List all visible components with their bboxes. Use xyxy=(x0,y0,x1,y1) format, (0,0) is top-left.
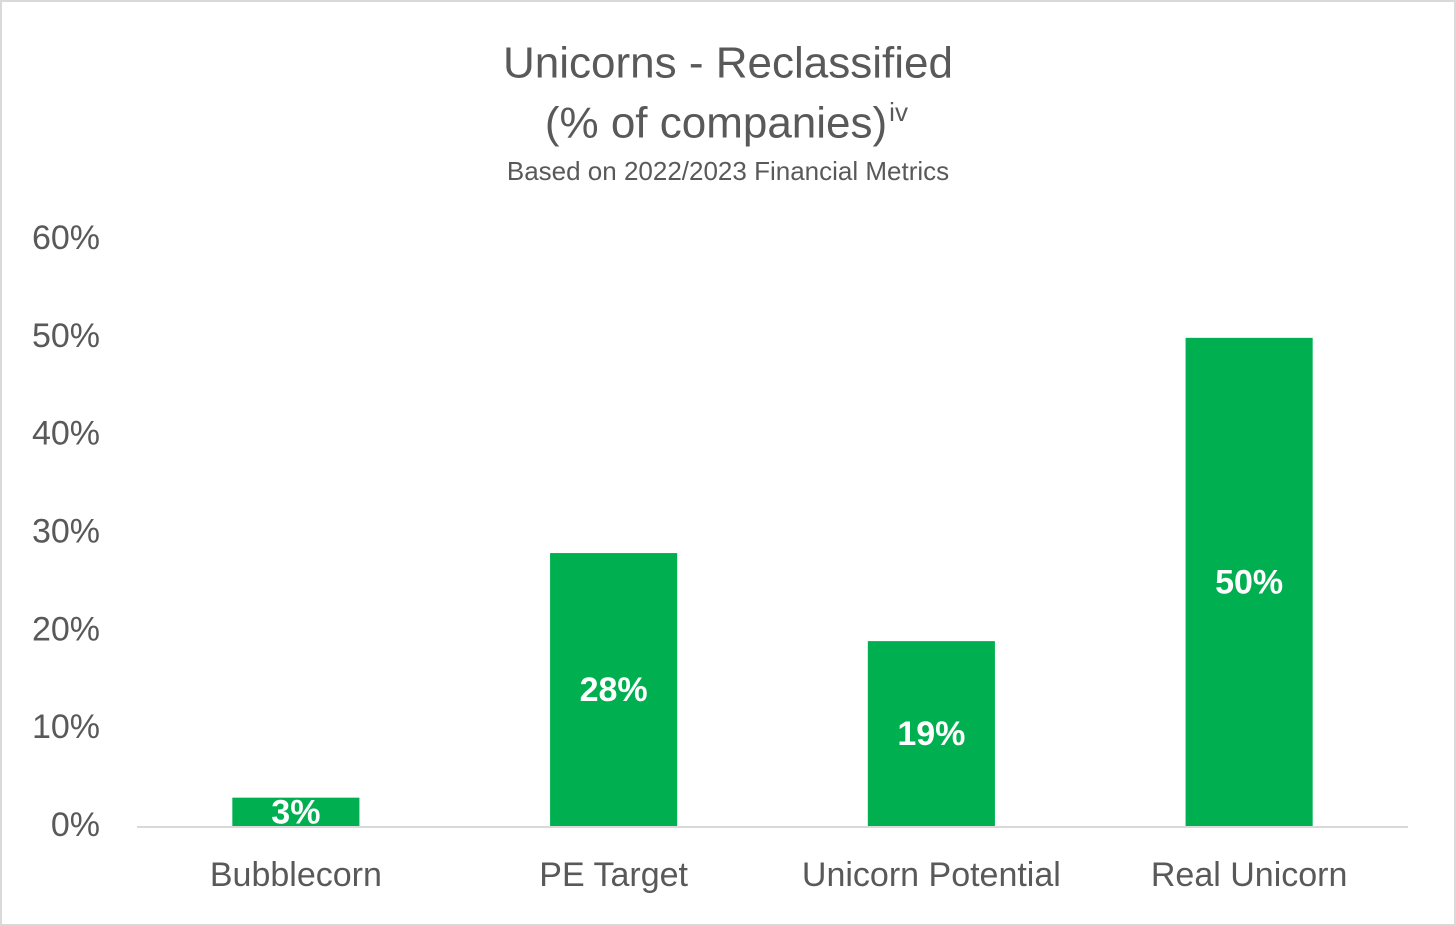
chart-title: (% of companies) xyxy=(545,99,887,148)
title-superscript: iv xyxy=(889,97,908,127)
y-tick-label: 30% xyxy=(32,512,100,550)
x-tick-label: PE Target xyxy=(539,856,688,894)
x-tick-label: Unicorn Potential xyxy=(802,856,1061,894)
bar xyxy=(867,641,995,827)
x-tick-label: Bubblecorn xyxy=(210,856,382,894)
data-label: 19% xyxy=(897,715,965,753)
y-tick-label: 10% xyxy=(32,708,100,746)
bar xyxy=(550,553,678,827)
bar xyxy=(232,797,360,827)
data-label: 3% xyxy=(271,793,320,831)
y-tick-label: 50% xyxy=(32,317,100,355)
y-tick-label: 20% xyxy=(32,610,100,648)
x-tick-label: Real Unicorn xyxy=(1151,856,1348,894)
bar xyxy=(1185,337,1313,827)
chart-title: Unicorns - Reclassified xyxy=(503,39,953,88)
data-label: 50% xyxy=(1215,563,1283,601)
y-tick-label: 60% xyxy=(32,219,100,257)
y-tick-label: 40% xyxy=(32,415,100,453)
y-tick-label: 0% xyxy=(51,806,100,844)
data-label: 28% xyxy=(580,671,648,709)
chart-subtitle: Based on 2022/2023 Financial Metrics xyxy=(507,156,949,186)
